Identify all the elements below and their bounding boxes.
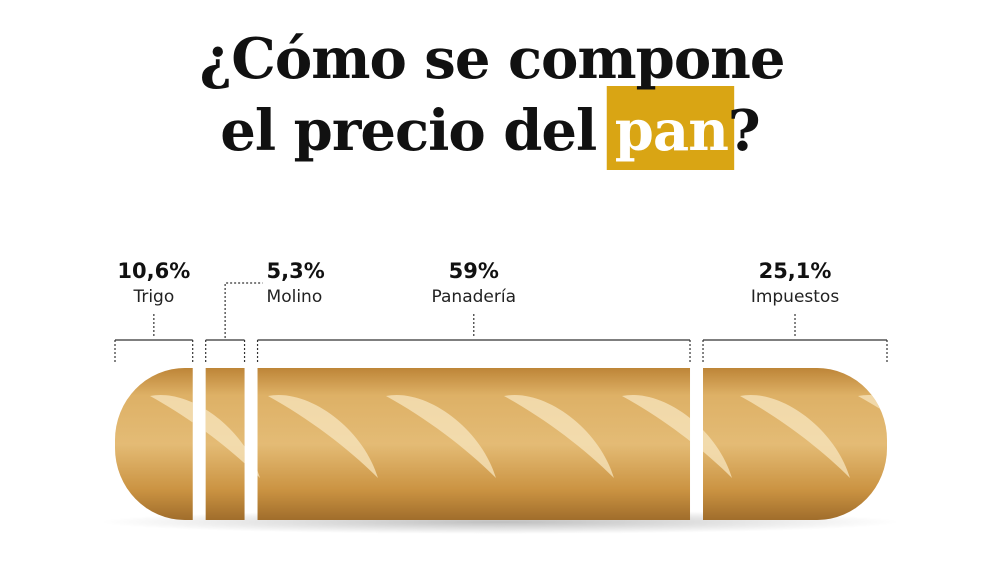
title-highlight: pan xyxy=(615,98,728,164)
bread-tint xyxy=(115,368,887,520)
title-line: ¿Cómo se compone xyxy=(199,26,784,92)
value-label: 59% xyxy=(449,259,499,283)
bread-score xyxy=(386,394,496,478)
leader-line xyxy=(224,282,263,338)
category-label: Trigo xyxy=(132,287,174,307)
bread-texture xyxy=(115,368,887,520)
category-label: Molino xyxy=(267,287,323,307)
category-label: Impuestos xyxy=(751,287,840,307)
title-text: el precio del xyxy=(220,98,596,164)
bread-score xyxy=(740,394,850,478)
highlight-box xyxy=(606,86,735,170)
title-line: el precio del pan? xyxy=(220,98,759,164)
bread-score xyxy=(504,394,614,478)
value-label: 10,6% xyxy=(117,259,190,283)
labels: 10,6% Trigo 5,3% Molino 59% Panadería 25,1% Imp… xyxy=(114,259,888,362)
bread-score xyxy=(268,394,378,478)
category-label: Panadería xyxy=(432,287,516,307)
value-label: 25,1% xyxy=(759,259,832,283)
bread-segment xyxy=(703,368,887,520)
bread xyxy=(115,368,887,520)
title-end: ? xyxy=(728,98,760,164)
value-label: 5,3% xyxy=(267,259,325,283)
bread-score xyxy=(622,394,732,478)
